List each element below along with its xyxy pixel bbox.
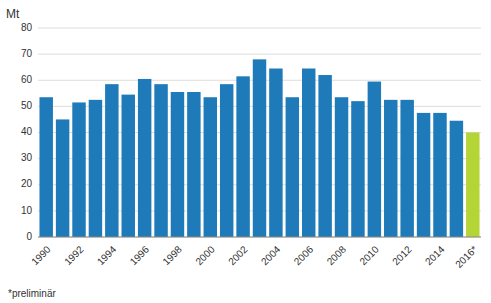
x-tick-label: 1994 [95,243,119,267]
bar [450,121,463,237]
bar [351,101,364,237]
bar [39,97,52,237]
bar [417,113,430,237]
bar [105,84,118,237]
x-tick-label: 1992 [62,243,86,267]
bar [400,100,413,237]
bar [286,97,299,237]
x-tick-label: 2010 [357,243,381,267]
x-tick-label: 2012 [390,243,414,267]
bar [187,92,200,237]
y-tick-label: 30 [21,152,33,163]
chart: 0 10 20 30 40 50 60 70 80 1990 1992 1994 1996 1998 200… [0,0,491,303]
bar [335,97,348,237]
grid [38,28,481,237]
bar [56,119,69,237]
x-tick-label: 2006 [292,243,316,267]
bar [384,100,397,237]
grid-line [38,28,481,29]
x-tick-label: 1996 [128,243,152,267]
x-tick-label: 1990 [29,243,53,267]
x-tick-label: 2002 [226,243,250,267]
x-axis-line [38,237,481,238]
bar [236,76,249,237]
bar [318,75,331,237]
y-tick-label: 0 [26,231,32,242]
bar [171,92,184,237]
bar [433,113,446,237]
y-tick-label: 20 [21,178,33,189]
y-tick-label: 40 [21,126,33,137]
bars [39,59,479,237]
bar [154,84,167,237]
y-tick-label: 60 [21,74,33,85]
x-tick-label: 2008 [325,243,349,267]
chart-container: 0 10 20 30 40 50 60 70 80 1990 1992 1994 1996 1998 200… [0,0,491,303]
y-tick-label: 50 [21,100,33,111]
bar [368,82,381,237]
y-axis-label: Mt [6,7,20,21]
grid-line [38,54,481,55]
bar [302,68,315,237]
bar [122,95,135,237]
y-tick-label: 80 [21,22,33,33]
x-tick-label: 2000 [193,243,217,267]
bar [253,59,266,237]
y-tick-label: 70 [21,48,33,59]
bar [466,133,479,238]
bar [204,97,217,237]
x-tick-label: 2014 [423,243,447,267]
x-tick-label: 2004 [259,243,283,267]
grid-line [38,237,481,238]
y-tick-label: 10 [21,205,33,216]
x-tick-label: 2016* [453,244,479,270]
x-tick-label: 1998 [160,243,184,267]
bar [269,68,282,237]
footnote: *preliminär [8,288,56,299]
bar [220,84,233,237]
bar [89,100,102,237]
bar [138,79,151,237]
bar [72,102,85,237]
